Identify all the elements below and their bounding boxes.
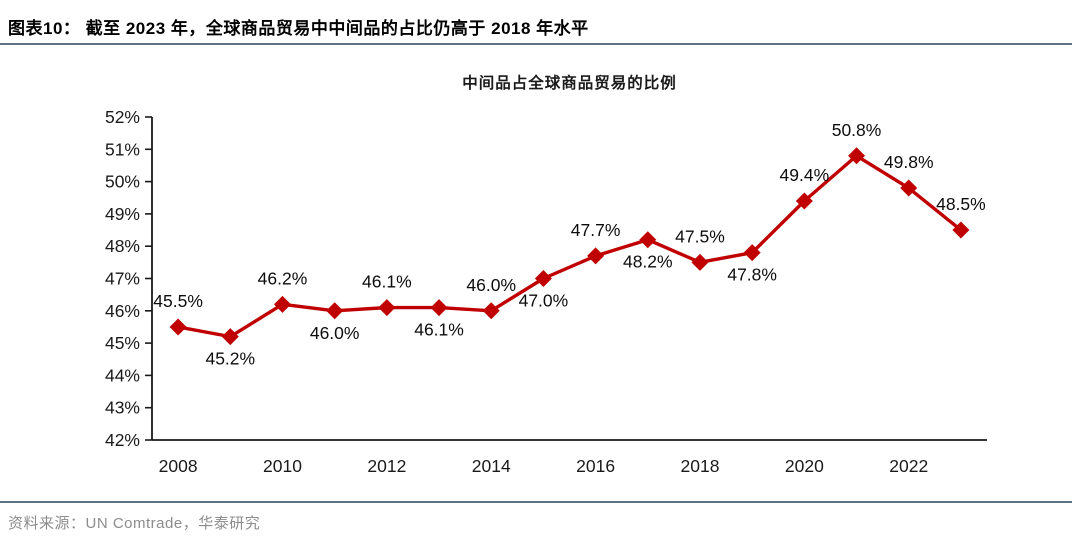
data-point-2023	[952, 221, 970, 239]
y-tick-label: 44%	[105, 365, 140, 385]
figure-caption: 图表10： 截至 2023 年，全球商品贸易中中间品的占比仍高于 2018 年水…	[8, 19, 589, 38]
x-tick-label: 2008	[159, 456, 198, 476]
y-tick-label: 47%	[105, 269, 140, 289]
data-point-2018	[691, 253, 709, 271]
data-label-2022: 49.8%	[884, 152, 934, 172]
y-tick-label: 46%	[105, 301, 140, 321]
y-tick-label: 49%	[105, 204, 140, 224]
x-tick-label: 2010	[263, 456, 302, 476]
data-point-2022	[900, 179, 918, 197]
source-note: 资料来源：UN Comtrade，华泰研究	[8, 515, 261, 532]
data-label-2009: 45.2%	[205, 349, 255, 369]
data-point-2012	[378, 299, 396, 317]
x-tick-label: 2022	[889, 456, 928, 476]
y-tick-label: 45%	[105, 333, 140, 353]
data-label-2017: 48.2%	[623, 252, 673, 272]
data-point-2010	[273, 295, 291, 313]
data-label-2019: 47.8%	[727, 265, 777, 285]
data-point-2013	[430, 299, 448, 317]
y-tick-label: 42%	[105, 430, 140, 450]
data-point-2017	[639, 231, 657, 249]
data-label-2016: 47.7%	[571, 220, 621, 240]
x-tick-label: 2018	[681, 456, 720, 476]
data-point-2009	[221, 328, 239, 346]
data-label-2020: 49.4%	[780, 165, 830, 185]
data-label-2018: 47.5%	[675, 226, 725, 246]
x-tick-label: 2014	[472, 456, 511, 476]
x-tick-label: 2016	[576, 456, 615, 476]
data-point-2008	[169, 318, 187, 336]
data-point-2021	[848, 147, 866, 165]
y-tick-label: 48%	[105, 236, 140, 256]
trend-line	[177, 154, 962, 339]
x-tick-label: 2020	[785, 456, 824, 476]
data-label-2013: 46.1%	[414, 320, 464, 340]
data-point-2015	[534, 270, 552, 287]
data-point-2011	[326, 302, 344, 320]
header-divider	[0, 43, 1072, 45]
data-label-2021: 50.8%	[832, 120, 882, 140]
data-label-2010: 46.2%	[258, 268, 308, 288]
y-tick-label: 50%	[105, 172, 140, 192]
y-tick-label: 52%	[105, 107, 140, 127]
data-point-2019	[743, 244, 761, 262]
data-point-2020	[795, 192, 813, 210]
y-tick-label: 51%	[105, 139, 140, 159]
y-tick-label: 43%	[105, 398, 140, 418]
data-label-2015: 47.0%	[519, 291, 569, 311]
chart-title: 中间品占全球商品贸易的比例	[462, 75, 677, 92]
data-label-2012: 46.1%	[362, 272, 412, 292]
data-label-2008: 45.5%	[153, 291, 203, 311]
data-point-2014	[482, 302, 500, 320]
data-label-2014: 46.0%	[466, 275, 516, 295]
data-label-2011: 46.0%	[310, 323, 360, 343]
data-point-2016	[587, 247, 605, 265]
data-label-2023: 48.5%	[936, 194, 986, 214]
x-tick-label: 2012	[367, 456, 406, 476]
footer-divider	[0, 501, 1072, 503]
